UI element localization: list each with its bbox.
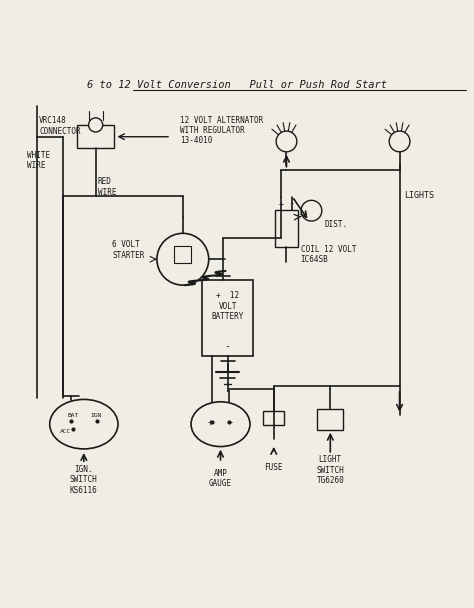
Text: +  12
VOLT
BATTERY: + 12 VOLT BATTERY [211,291,244,321]
Ellipse shape [50,399,118,449]
Text: WHITE
WIRE: WHITE WIRE [27,151,50,170]
Circle shape [301,200,322,221]
Text: FUSE: FUSE [264,463,283,472]
Text: LIGHTS: LIGHTS [404,191,434,200]
Circle shape [89,118,103,132]
Text: ACC: ACC [60,429,72,434]
Text: +: + [208,418,213,427]
Bar [77,125,115,148]
Text: VRC148
CONNECTOR: VRC148 CONNECTOR [39,116,81,136]
Text: 12 VOLT ALTERNATOR
WITH REGULATOR
13-4010: 12 VOLT ALTERNATOR WITH REGULATOR 13-401… [181,116,264,145]
Circle shape [157,233,209,285]
Text: AMP
GAUGE: AMP GAUGE [209,469,232,488]
Circle shape [389,131,410,152]
Text: LIGHT
SWITCH
TG6260: LIGHT SWITCH TG6260 [317,455,344,485]
Bar [174,246,191,263]
Text: BAT: BAT [68,413,79,418]
Text: +: + [278,199,283,209]
Text: 6 to 12 Volt Conversion   Pull or Push Rod Start: 6 to 12 Volt Conversion Pull or Push Rod… [87,80,387,90]
Bar [201,280,254,356]
Text: -: - [290,199,295,209]
Text: -: - [228,418,233,427]
Text: -: - [225,342,230,351]
Ellipse shape [191,402,250,446]
Text: DIST.: DIST. [324,220,347,229]
Text: RED
WIRE: RED WIRE [98,178,117,197]
Text: COIL 12 VOLT
IC64SB: COIL 12 VOLT IC64SB [301,245,356,264]
Bar [264,412,284,424]
Text: 6 VOLT
STARTER: 6 VOLT STARTER [112,240,145,260]
Bar [317,409,344,430]
Text: IGN.
SWITCH
KS6116: IGN. SWITCH KS6116 [70,465,98,495]
Text: IGN: IGN [90,413,101,418]
Circle shape [276,131,297,152]
Bar [275,210,298,247]
